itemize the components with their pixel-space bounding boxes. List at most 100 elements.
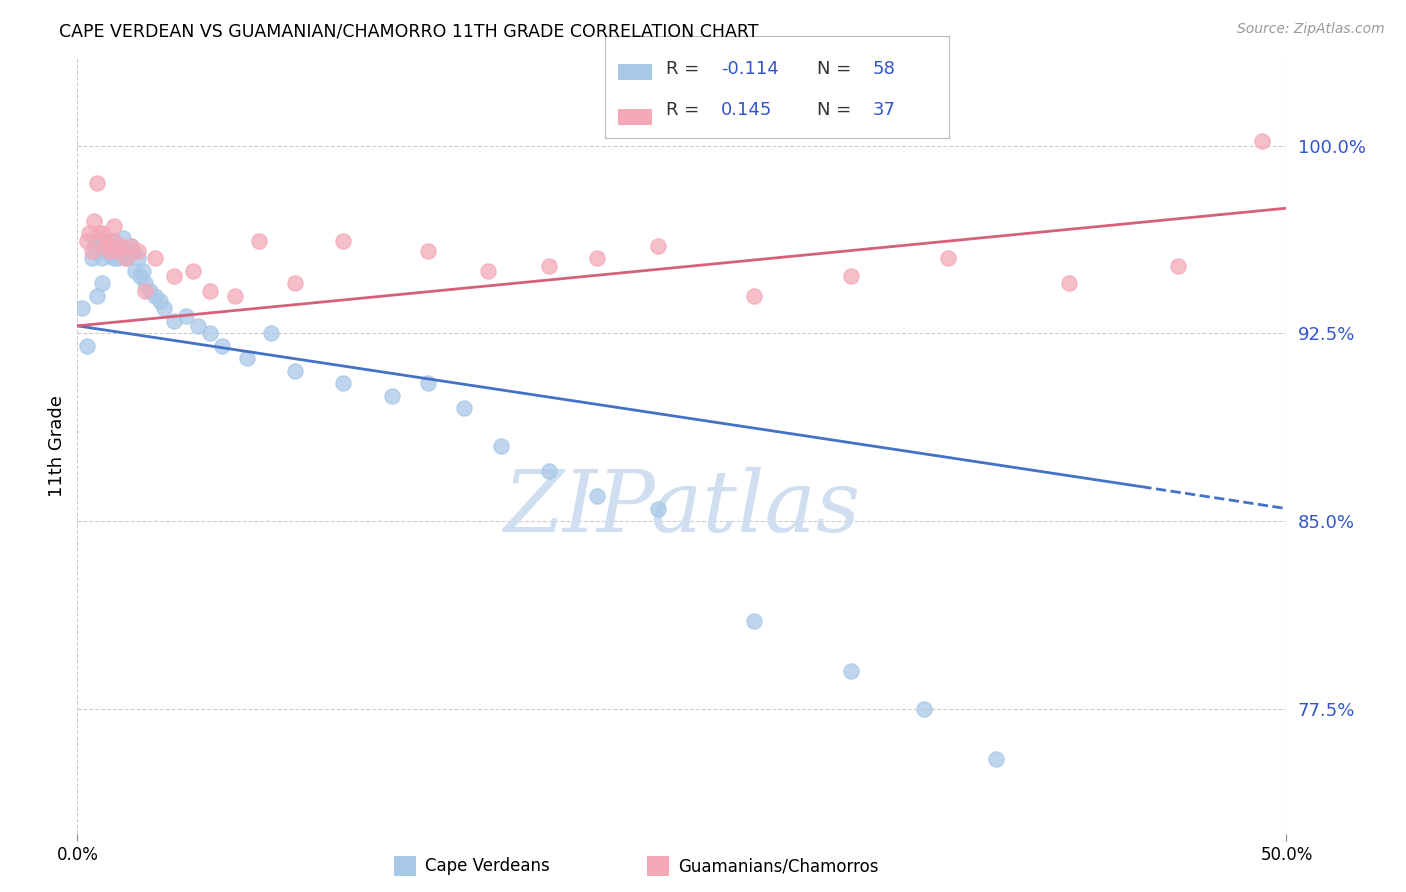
Point xyxy=(110,238,132,252)
Point xyxy=(117,244,139,258)
Point xyxy=(224,289,246,303)
Point xyxy=(247,234,270,248)
Point xyxy=(80,244,103,258)
Point xyxy=(586,252,609,266)
Point xyxy=(183,264,205,278)
Bar xyxy=(619,64,652,79)
Point xyxy=(744,289,766,303)
Point xyxy=(87,226,110,240)
Point xyxy=(86,176,108,190)
Point xyxy=(127,244,149,258)
Point xyxy=(332,376,354,391)
Text: 37: 37 xyxy=(873,101,896,119)
Point xyxy=(112,244,135,258)
Point xyxy=(163,268,186,283)
Point xyxy=(80,252,103,266)
Point xyxy=(143,289,166,303)
Point xyxy=(86,289,108,303)
Text: 58: 58 xyxy=(873,60,896,78)
Point xyxy=(235,351,257,366)
Point xyxy=(76,339,98,353)
Point xyxy=(284,364,307,378)
Point xyxy=(127,252,149,266)
Text: Guamanians/Chamorros: Guamanians/Chamorros xyxy=(678,857,879,875)
Text: -0.114: -0.114 xyxy=(721,60,779,78)
Point xyxy=(143,252,166,266)
Text: CAPE VERDEAN VS GUAMANIAN/CHAMORRO 11TH GRADE CORRELATION CHART: CAPE VERDEAN VS GUAMANIAN/CHAMORRO 11TH … xyxy=(59,22,759,40)
Text: 0.145: 0.145 xyxy=(721,101,772,119)
Point xyxy=(90,252,112,266)
Point xyxy=(112,231,135,245)
Point xyxy=(79,226,101,240)
Point xyxy=(1057,277,1080,291)
Point xyxy=(96,238,118,252)
Point xyxy=(114,244,136,258)
Point xyxy=(129,268,152,283)
Point xyxy=(211,339,233,353)
Point xyxy=(839,268,862,283)
Text: N =: N = xyxy=(817,101,858,119)
Point xyxy=(1167,259,1189,273)
Point xyxy=(477,264,499,278)
Point xyxy=(83,238,105,252)
Point xyxy=(134,277,156,291)
Bar xyxy=(619,109,652,125)
Point xyxy=(93,238,115,252)
Point xyxy=(103,219,125,233)
Point xyxy=(83,213,105,227)
Point xyxy=(1251,134,1274,148)
Point xyxy=(103,234,125,248)
Point xyxy=(148,293,170,308)
Point xyxy=(124,264,146,278)
Point xyxy=(100,234,122,248)
Point xyxy=(163,314,186,328)
Text: Source: ZipAtlas.com: Source: ZipAtlas.com xyxy=(1237,22,1385,37)
Point xyxy=(131,264,153,278)
Point xyxy=(105,244,128,258)
Point xyxy=(103,238,125,252)
Point xyxy=(93,234,115,248)
Point xyxy=(647,501,669,516)
Point xyxy=(416,244,439,258)
Point xyxy=(97,244,120,258)
Point xyxy=(647,238,669,252)
Point xyxy=(839,665,862,679)
Point xyxy=(200,326,222,341)
Point xyxy=(139,284,162,298)
Point xyxy=(200,284,222,298)
Point xyxy=(120,238,142,252)
Point xyxy=(97,244,120,258)
Point xyxy=(107,244,129,258)
Point xyxy=(284,277,307,291)
Point xyxy=(174,309,197,323)
Point xyxy=(187,318,209,333)
Point xyxy=(87,234,110,248)
Point xyxy=(114,252,136,266)
Point xyxy=(260,326,283,341)
Point xyxy=(97,238,120,252)
Y-axis label: 11th Grade: 11th Grade xyxy=(48,395,66,497)
Point xyxy=(153,301,176,316)
Point xyxy=(416,376,439,391)
Point xyxy=(120,238,142,252)
Point xyxy=(537,259,560,273)
Point xyxy=(122,244,145,258)
Text: R =: R = xyxy=(666,101,704,119)
Point xyxy=(114,252,136,266)
Point xyxy=(110,246,132,260)
Point xyxy=(453,401,475,416)
Point xyxy=(76,234,98,248)
Point xyxy=(90,277,112,291)
Point xyxy=(96,234,118,248)
Point xyxy=(537,464,560,478)
Point xyxy=(912,702,935,716)
Point xyxy=(134,284,156,298)
Point xyxy=(986,752,1008,766)
Point xyxy=(100,249,122,263)
Text: R =: R = xyxy=(666,60,704,78)
Point xyxy=(105,244,128,258)
Point xyxy=(936,252,959,266)
Point xyxy=(90,226,112,240)
Point xyxy=(586,489,609,503)
Point xyxy=(70,301,93,316)
